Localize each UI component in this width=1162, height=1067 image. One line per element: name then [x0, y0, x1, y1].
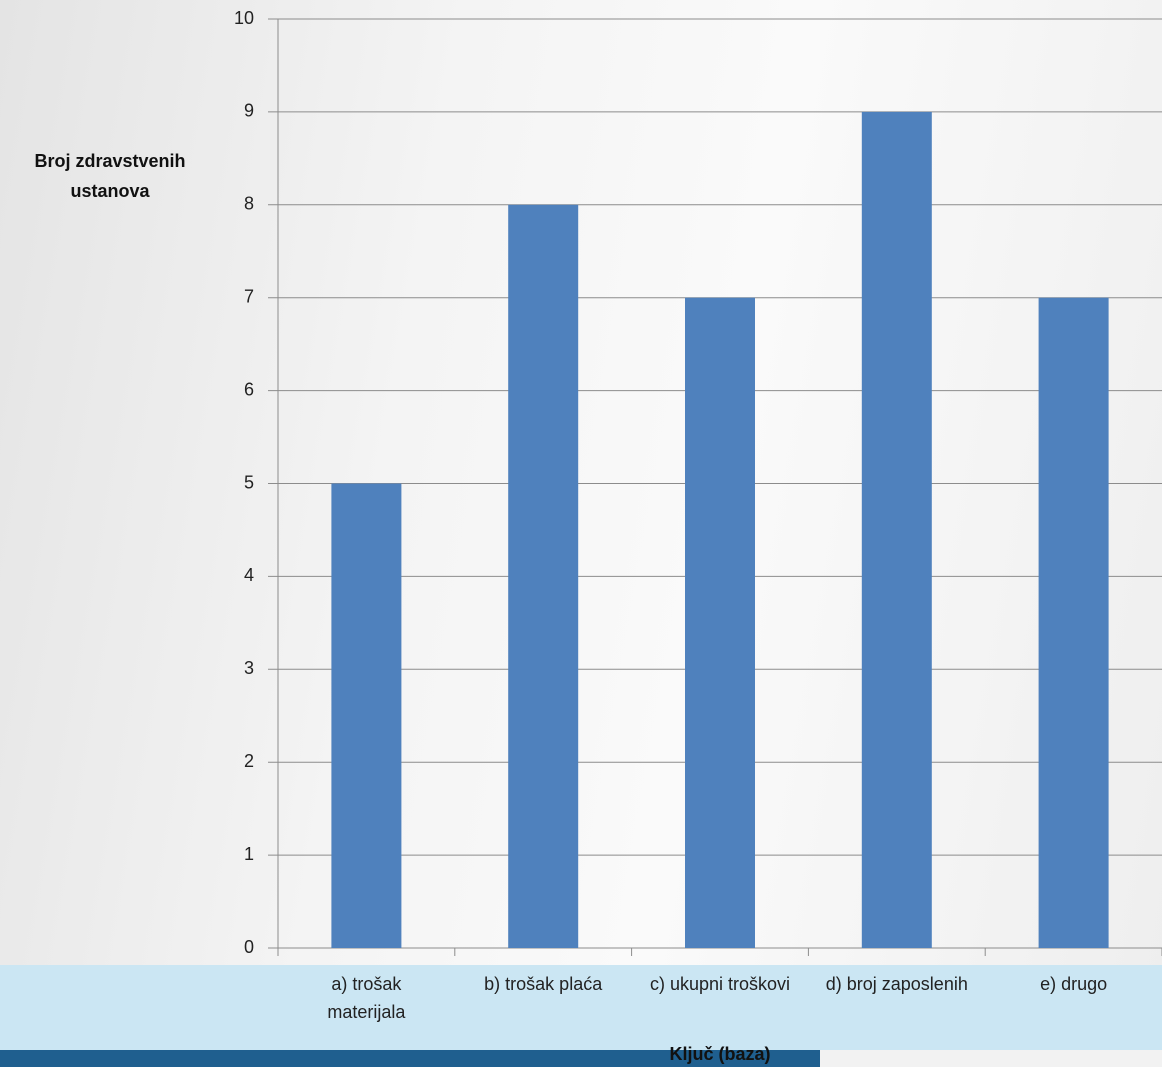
y-tick-label: 2 — [244, 751, 254, 771]
bar — [331, 483, 402, 948]
bar — [861, 111, 932, 948]
x-tick-label: a) trošak materijala — [327, 974, 406, 1022]
y-tick-label: 0 — [244, 937, 254, 957]
bar — [685, 297, 755, 948]
y-tick-label: 4 — [244, 565, 254, 585]
y-tick-label: 7 — [244, 286, 254, 306]
y-tick-label: 1 — [244, 844, 254, 864]
footer-logo-area — [820, 1050, 1162, 1067]
y-tick-label: 10 — [234, 8, 254, 28]
x-tick-label: e) drugo — [1040, 974, 1108, 994]
y-tick-label: 9 — [244, 101, 254, 121]
y-tick-label: 8 — [244, 194, 254, 214]
x-axis-title: Ključ (baza) — [669, 1044, 771, 1064]
x-tick-label: d) broj zaposlenih — [825, 974, 968, 994]
footer-strip — [0, 1050, 820, 1067]
x-tick-label: b) trošak plaća — [484, 974, 603, 994]
x-tick-label: c) ukupni troškovi — [649, 974, 791, 994]
label-band — [0, 965, 1162, 1050]
y-tick-label: 5 — [244, 472, 254, 492]
bar — [508, 204, 579, 949]
y-axis-title: Broj zdravstvenih ustanova — [34, 151, 186, 201]
y-tick-label: 3 — [244, 658, 254, 678]
y-tick-label: 6 — [244, 379, 254, 399]
bar — [1038, 297, 1109, 948]
